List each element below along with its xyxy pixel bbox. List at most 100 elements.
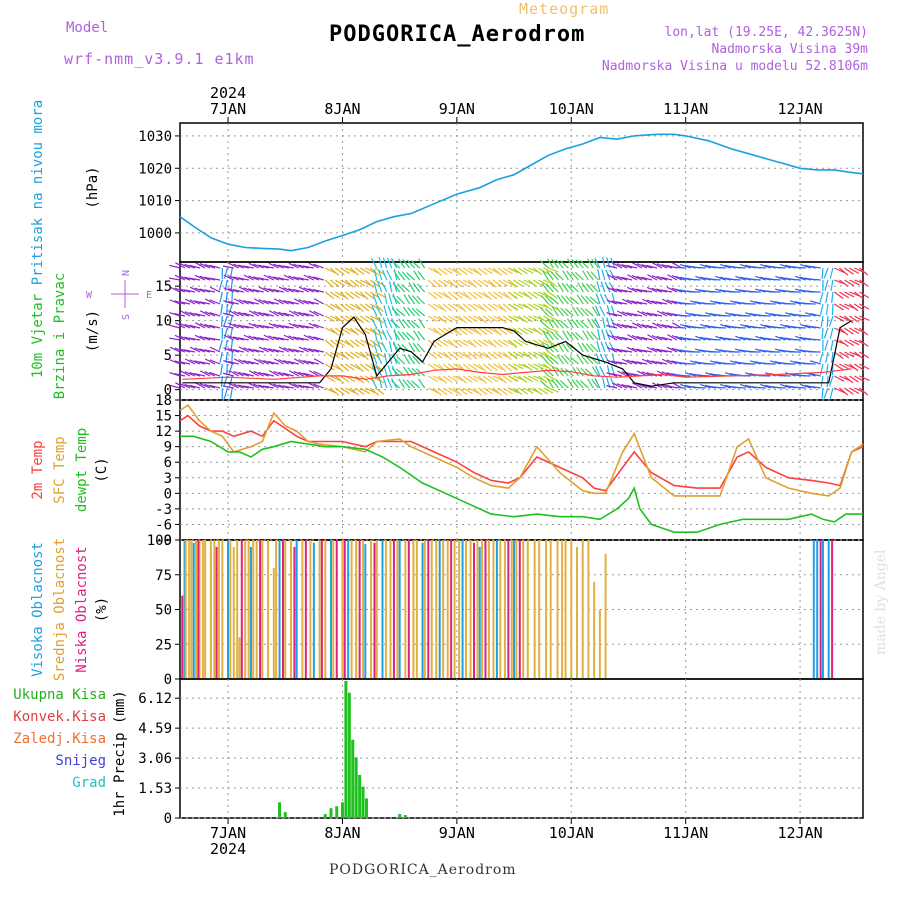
- wind-arrow: [248, 322, 260, 329]
- wind-arrow: [334, 303, 344, 313]
- wind-arrow: [667, 334, 678, 341]
- wind-arrow: [591, 378, 599, 389]
- wind-arrow: [579, 320, 589, 329]
- wind-arrow: [839, 267, 849, 276]
- wind-arrow: [715, 335, 726, 341]
- clouds-axis-label-2: Niska Oblacnost: [74, 546, 90, 672]
- wind-arrow: [641, 311, 653, 317]
- wind-arrow: [243, 359, 254, 365]
- wind-arrow: [354, 315, 365, 324]
- wind-arrow: [243, 287, 254, 293]
- wind-arrow: [339, 291, 349, 300]
- bar-clouds: [581, 540, 584, 679]
- wind-arrow: [581, 342, 589, 353]
- wind-arrow: [302, 325, 314, 329]
- wind-arrow: [636, 361, 648, 365]
- wind-arrow: [564, 308, 574, 317]
- bar-clouds: [304, 540, 307, 679]
- wind-arrow: [556, 354, 564, 365]
- top-day-label: 9JAN: [439, 100, 475, 118]
- wind-arrow: [616, 301, 628, 305]
- bar-clouds: [522, 540, 525, 679]
- wind-arrow: [273, 383, 284, 389]
- wind-arrow: [528, 291, 538, 299]
- wind-arrow: [252, 349, 264, 353]
- bar-clouds: [556, 540, 559, 679]
- wind-arrow: [562, 330, 569, 341]
- wind-arrow: [375, 306, 383, 317]
- wind-arrow: [462, 375, 473, 383]
- wind-arrow: [258, 311, 269, 317]
- wind-arrow: [794, 326, 806, 329]
- wind-arrow: [585, 355, 594, 365]
- bar-clouds: [364, 544, 367, 679]
- wind-arrow: [432, 351, 443, 359]
- wind-arrow: [632, 322, 643, 329]
- wind-arrow: [406, 319, 416, 329]
- wind-arrow: [656, 335, 668, 341]
- wind-arrow: [502, 375, 513, 383]
- wind-arrow: [283, 287, 294, 293]
- wind-arrow: [402, 306, 411, 317]
- y-tick-label: 0: [164, 811, 172, 827]
- wind-arrow: [606, 359, 618, 365]
- bar-clouds: [821, 540, 824, 679]
- bar-clouds: [816, 540, 819, 679]
- wind-arrow: [325, 267, 336, 274]
- wind-arrow: [497, 291, 509, 298]
- bottom-day-label: 10JAN: [549, 824, 594, 842]
- wind-arrow: [859, 315, 870, 321]
- wind-arrow: [391, 380, 401, 389]
- wind-arrow: [532, 387, 543, 396]
- wind-arrow: [532, 267, 543, 276]
- wind-arrow: [854, 387, 865, 394]
- wind-arrow: [302, 372, 314, 377]
- wind-arrow: [416, 295, 426, 305]
- wind-arrow: [457, 387, 468, 396]
- wind-arrow: [373, 329, 378, 341]
- bar-clouds: [499, 540, 502, 679]
- wind-arrow: [800, 383, 811, 389]
- wind-arrow: [415, 308, 426, 317]
- wind-arrow: [656, 310, 668, 317]
- wind-arrow: [349, 339, 360, 348]
- wind-arrow: [375, 366, 383, 377]
- top-day-label: 7JAN: [210, 100, 246, 118]
- bar-clouds: [495, 540, 498, 679]
- wind-arrow: [189, 359, 201, 365]
- wind-arrow: [194, 274, 206, 281]
- wind-arrow: [557, 282, 564, 293]
- wind-arrow: [462, 327, 473, 335]
- wind-arrow: [313, 263, 324, 269]
- wind-arrow: [442, 375, 453, 383]
- wind-arrow: [334, 375, 345, 384]
- wind-arrow: [502, 303, 513, 312]
- wind-arrow: [685, 312, 696, 317]
- temperature-axis-label-2: dewpt Temp: [74, 428, 90, 512]
- wind-arrow: [452, 363, 464, 370]
- wind-arrow: [228, 363, 233, 375]
- wind-arrow: [472, 327, 482, 336]
- bar-clouds: [442, 540, 445, 679]
- wind-arrow: [544, 308, 554, 317]
- wind-arrow: [179, 322, 191, 329]
- wind-arrow: [222, 312, 234, 317]
- wind-arrow: [406, 259, 416, 269]
- wind-arrow: [329, 327, 339, 336]
- wind-arrow: [492, 363, 504, 370]
- wind-arrow: [437, 375, 447, 384]
- wind-arrow: [844, 375, 854, 384]
- wind-arrow: [834, 387, 845, 394]
- wind-arrow: [401, 331, 411, 341]
- wind-arrow: [169, 384, 181, 389]
- wind-arrow: [789, 278, 801, 281]
- wind-arrow: [595, 305, 601, 317]
- wind-arrow: [402, 319, 411, 329]
- wind-arrow: [412, 355, 421, 365]
- bar-clouds: [188, 540, 191, 679]
- wind-arrow: [641, 298, 653, 305]
- wind-arrow: [204, 263, 216, 269]
- wind-arrow: [591, 258, 599, 269]
- wind-arrow: [546, 318, 554, 329]
- wind-arrow: [272, 349, 284, 353]
